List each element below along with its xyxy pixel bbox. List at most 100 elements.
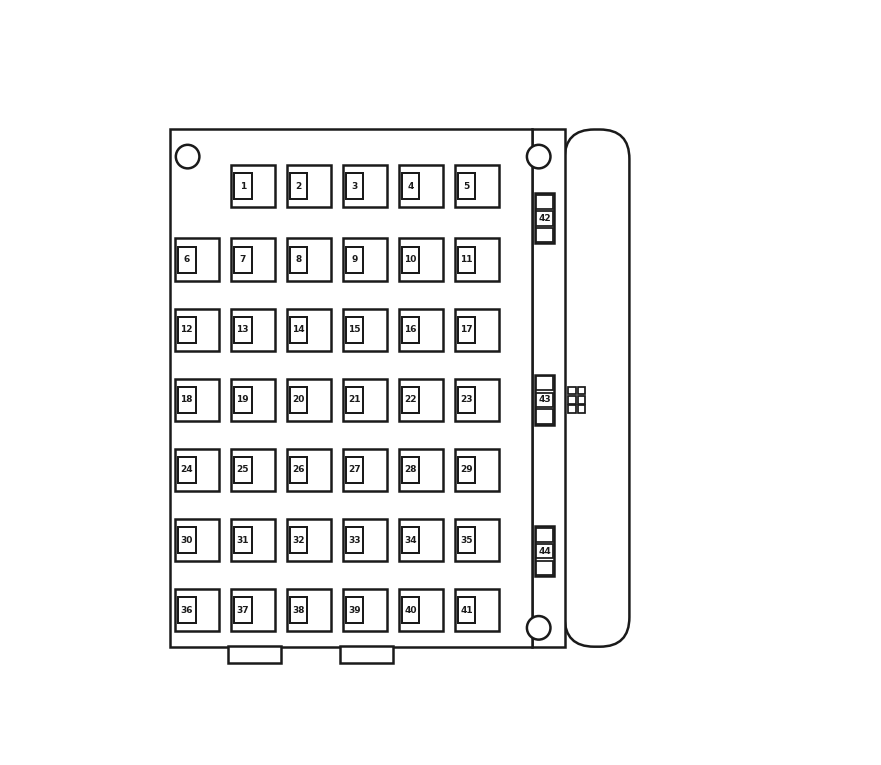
Bar (578, 396, 585, 404)
Bar (231, 449, 275, 491)
Bar (343, 449, 387, 491)
Bar (287, 239, 331, 281)
Bar (231, 519, 275, 562)
Bar (578, 405, 585, 413)
Bar (343, 239, 387, 281)
Bar (339, 646, 393, 663)
Bar (537, 392, 553, 407)
Bar (178, 317, 196, 343)
Bar (345, 247, 364, 272)
Bar (231, 379, 275, 421)
Bar (290, 527, 307, 553)
Text: 27: 27 (348, 465, 361, 474)
Bar (535, 194, 554, 243)
Bar (343, 308, 387, 351)
Bar (231, 589, 275, 631)
Bar (170, 129, 532, 646)
Bar (287, 164, 331, 207)
Bar (287, 449, 331, 491)
Bar (537, 228, 553, 243)
Bar (399, 239, 443, 281)
Text: 36: 36 (181, 606, 193, 614)
Text: 20: 20 (292, 396, 305, 405)
Bar (175, 589, 219, 631)
Bar (402, 247, 419, 272)
Bar (290, 317, 307, 343)
Text: 4: 4 (407, 181, 414, 190)
Text: 13: 13 (236, 325, 249, 334)
Bar (290, 387, 307, 413)
Bar (233, 247, 252, 272)
Text: 10: 10 (404, 256, 417, 264)
Text: 30: 30 (181, 536, 193, 545)
Bar (458, 247, 476, 272)
Bar (231, 239, 275, 281)
Bar (402, 457, 419, 483)
Bar (175, 308, 219, 351)
Bar (568, 405, 576, 413)
Bar (343, 379, 387, 421)
Bar (458, 317, 476, 343)
Text: 39: 39 (348, 606, 361, 614)
Text: 3: 3 (352, 181, 358, 190)
Bar (399, 308, 443, 351)
Bar (568, 386, 576, 394)
Bar (345, 597, 364, 623)
Bar (178, 457, 196, 483)
Text: 34: 34 (404, 536, 417, 545)
Bar (535, 526, 554, 576)
Bar (345, 457, 364, 483)
Bar (402, 387, 419, 413)
Bar (178, 387, 196, 413)
Bar (287, 589, 331, 631)
Text: 38: 38 (292, 606, 305, 614)
Bar (345, 317, 364, 343)
Bar (399, 379, 443, 421)
Bar (233, 387, 252, 413)
Text: 15: 15 (348, 325, 361, 334)
Text: 12: 12 (181, 325, 193, 334)
Bar (458, 457, 476, 483)
Text: 37: 37 (236, 606, 249, 614)
Bar (455, 449, 499, 491)
Bar (399, 164, 443, 207)
Bar (233, 173, 252, 199)
Text: 44: 44 (538, 547, 551, 555)
Text: 26: 26 (292, 465, 305, 474)
Text: 41: 41 (460, 606, 473, 614)
Bar (175, 519, 219, 562)
Bar (290, 597, 307, 623)
Bar (343, 519, 387, 562)
Bar (455, 239, 499, 281)
Bar (399, 589, 443, 631)
Text: 1: 1 (240, 181, 246, 190)
Bar (537, 544, 553, 558)
Bar (227, 646, 281, 663)
Bar (233, 597, 252, 623)
Bar (578, 386, 585, 394)
Bar (399, 449, 443, 491)
Bar (233, 317, 252, 343)
Text: 22: 22 (404, 396, 417, 405)
Bar (231, 164, 275, 207)
Text: 16: 16 (404, 325, 417, 334)
Text: 21: 21 (348, 396, 361, 405)
Bar (455, 379, 499, 421)
Bar (458, 527, 476, 553)
Text: 2: 2 (295, 181, 302, 190)
Bar (345, 387, 364, 413)
Bar (233, 527, 252, 553)
Bar (535, 375, 554, 425)
Bar (458, 597, 476, 623)
Text: 17: 17 (460, 325, 473, 334)
Bar (537, 409, 553, 424)
Text: 32: 32 (292, 536, 305, 545)
Bar (290, 247, 307, 272)
Bar (455, 589, 499, 631)
Bar (343, 164, 387, 207)
Text: 7: 7 (240, 256, 246, 264)
FancyBboxPatch shape (565, 129, 629, 646)
Text: 28: 28 (404, 465, 417, 474)
Bar (537, 376, 553, 390)
Bar (455, 164, 499, 207)
